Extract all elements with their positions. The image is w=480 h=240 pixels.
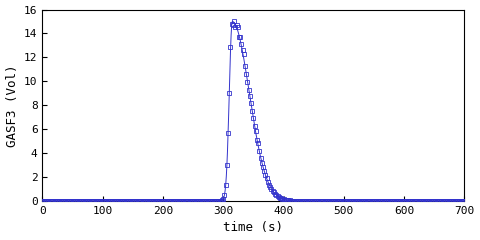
X-axis label: time (s): time (s): [223, 222, 283, 234]
Y-axis label: GASF3 (Vol): GASF3 (Vol): [6, 64, 19, 147]
